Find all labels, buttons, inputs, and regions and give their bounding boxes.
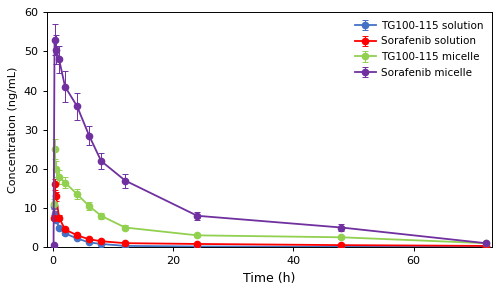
Legend: TG100-115 solution, Sorafenib solution, TG100-115 micelle, Sorafenib micelle: TG100-115 solution, Sorafenib solution, … [352,18,486,81]
Y-axis label: Concentration (ng/mL): Concentration (ng/mL) [8,67,18,193]
X-axis label: Time (h): Time (h) [243,272,296,285]
